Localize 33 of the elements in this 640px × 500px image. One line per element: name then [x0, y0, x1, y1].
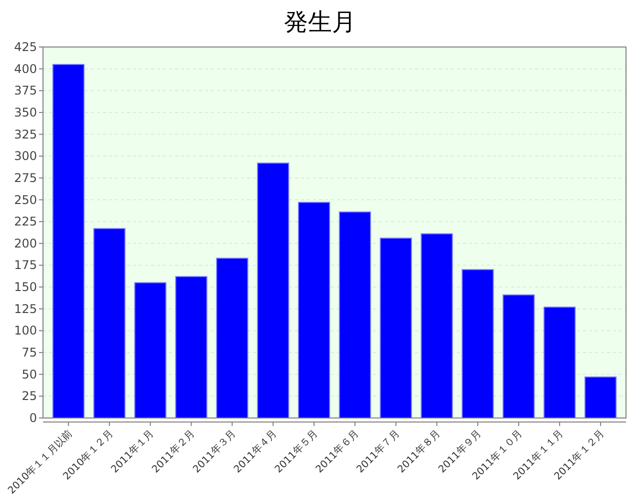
bar: [257, 162, 290, 418]
y-tick-label: 400: [14, 62, 37, 76]
bar: [584, 376, 617, 418]
y-tick-label: 150: [14, 280, 37, 294]
y-tick-label: 0: [29, 411, 37, 425]
y-tick-label: 125: [14, 302, 37, 316]
y-tick-label: 225: [14, 214, 37, 229]
y-tick-label: 50: [22, 367, 37, 382]
bar: [52, 64, 85, 418]
y-tick-label: 325: [14, 127, 37, 142]
bar: [175, 276, 208, 418]
y-tick-label: 175: [14, 258, 37, 272]
y-tick-label: 25: [22, 389, 37, 404]
bar: [544, 306, 576, 418]
y-tick-label: 375: [14, 84, 37, 98]
y-tick-label: 100: [14, 324, 37, 338]
y-tick-label: 200: [14, 236, 37, 250]
y-tick-label: 275: [14, 170, 37, 185]
bar: [93, 228, 126, 418]
y-tick-label: 350: [14, 105, 37, 120]
y-tick-label: 250: [14, 192, 37, 207]
bar: [502, 294, 535, 418]
bar: [420, 233, 453, 418]
bar: [216, 258, 248, 418]
y-tick-label: 75: [22, 346, 37, 360]
bar: [338, 211, 372, 418]
bar: [134, 282, 166, 418]
y-tick-label: 425: [14, 40, 37, 54]
chart-title: 発生月: [284, 8, 356, 36]
bar: [298, 202, 330, 418]
y-tick-label: 300: [14, 149, 37, 164]
bar: [462, 269, 494, 418]
bar: [380, 238, 412, 418]
